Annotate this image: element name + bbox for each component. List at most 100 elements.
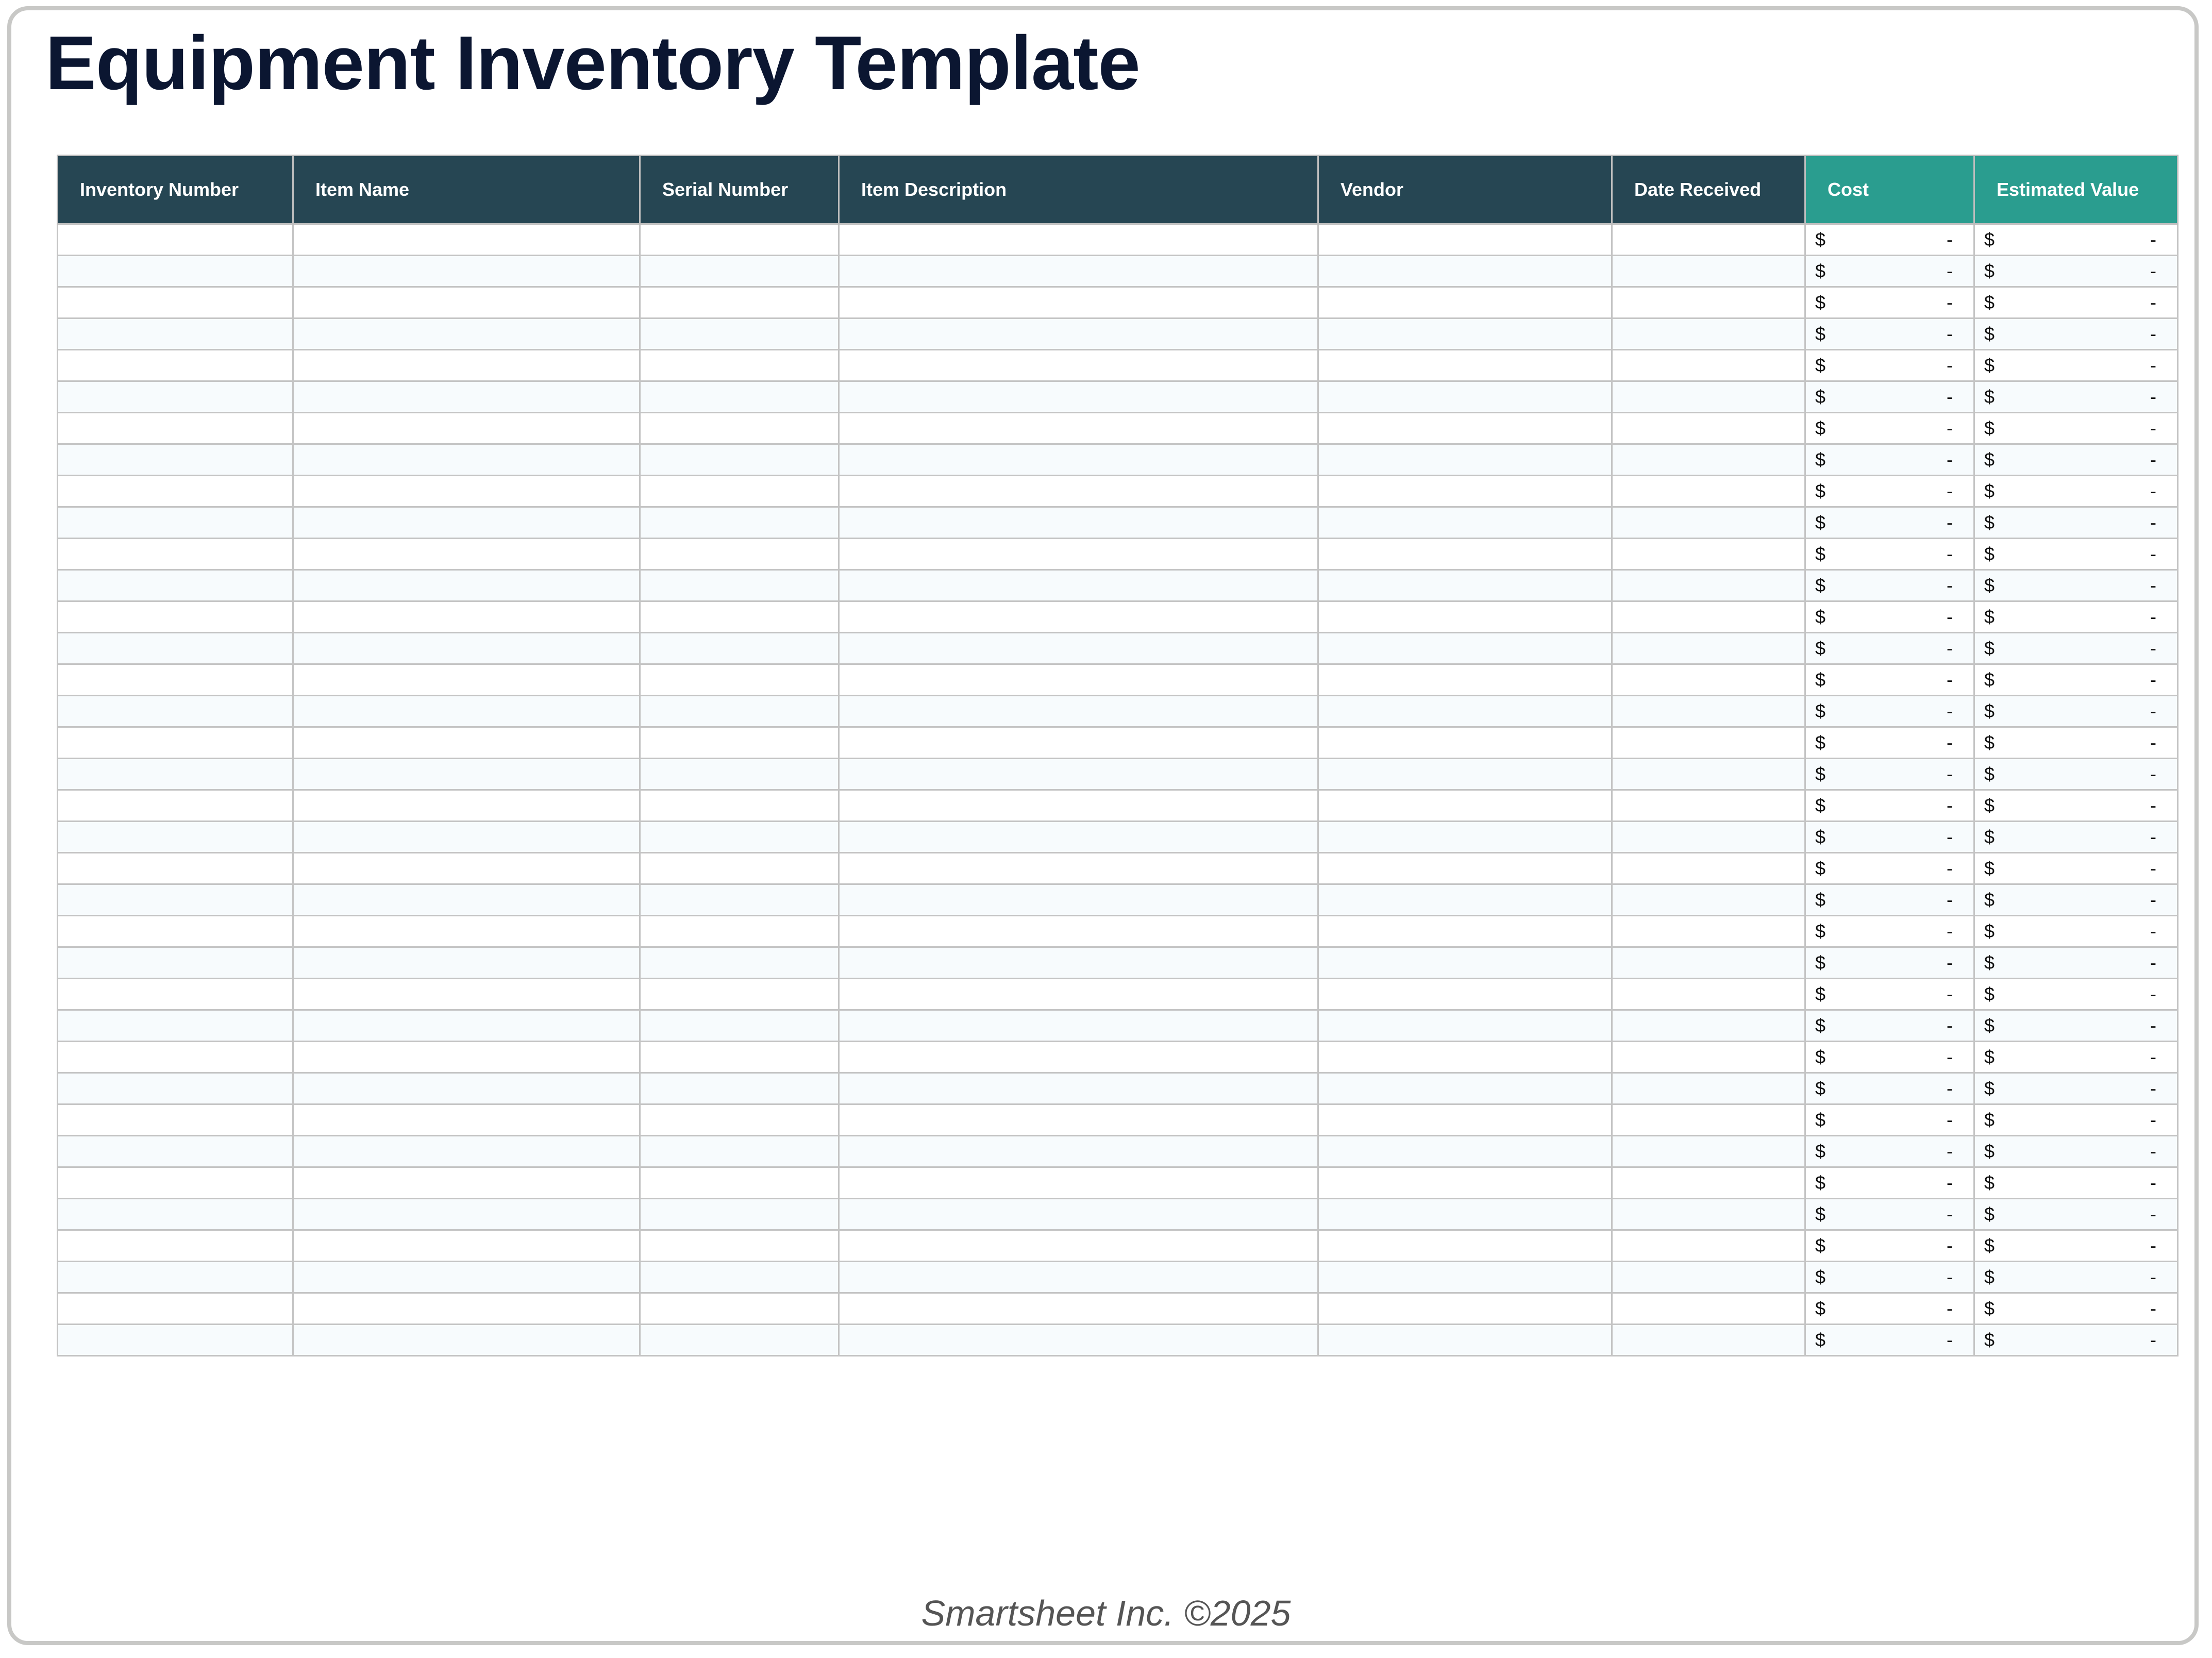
cell-estimated-value[interactable]: $ - [1973, 915, 2179, 948]
cell-cost[interactable]: $ - [1804, 255, 1975, 288]
cell-serial-number[interactable] [639, 915, 840, 948]
cell-item-description[interactable] [838, 506, 1319, 539]
cell-estimated-value[interactable]: $ - [1973, 317, 2179, 350]
cell-cost[interactable]: $ - [1804, 412, 1975, 445]
cell-item-description[interactable] [838, 443, 1319, 476]
cell-cost[interactable]: $ - [1804, 978, 1975, 1011]
cell-inventory-number[interactable] [57, 538, 294, 571]
cell-item-name[interactable] [292, 695, 641, 728]
cell-serial-number[interactable] [639, 1229, 840, 1262]
cell-item-description[interactable] [838, 1261, 1319, 1294]
cell-date-received[interactable] [1611, 1324, 1806, 1356]
cell-inventory-number[interactable] [57, 789, 294, 822]
cell-item-description[interactable] [838, 1072, 1319, 1105]
cell-cost[interactable]: $ - [1804, 695, 1975, 728]
cell-date-received[interactable] [1611, 349, 1806, 382]
cell-cost[interactable]: $ - [1804, 1198, 1975, 1231]
cell-item-name[interactable] [292, 1103, 641, 1136]
cell-item-description[interactable] [838, 1041, 1319, 1074]
cell-vendor[interactable] [1317, 1072, 1613, 1105]
cell-serial-number[interactable] [639, 475, 840, 508]
cell-serial-number[interactable] [639, 946, 840, 979]
cell-estimated-value[interactable]: $ - [1973, 475, 2179, 508]
cell-date-received[interactable] [1611, 1166, 1806, 1199]
cell-vendor[interactable] [1317, 1198, 1613, 1231]
cell-date-received[interactable] [1611, 1009, 1806, 1042]
cell-vendor[interactable] [1317, 1009, 1613, 1042]
cell-item-description[interactable] [838, 820, 1319, 853]
cell-item-description[interactable] [838, 600, 1319, 633]
cell-estimated-value[interactable]: $ - [1973, 695, 2179, 728]
cell-vendor[interactable] [1317, 569, 1613, 602]
cell-item-name[interactable] [292, 255, 641, 288]
cell-item-name[interactable] [292, 1166, 641, 1199]
cell-cost[interactable]: $ - [1804, 852, 1975, 885]
cell-cost[interactable]: $ - [1804, 1229, 1975, 1262]
cell-date-received[interactable] [1611, 286, 1806, 319]
cell-date-received[interactable] [1611, 726, 1806, 759]
cell-serial-number[interactable] [639, 663, 840, 696]
cell-date-received[interactable] [1611, 663, 1806, 696]
cell-estimated-value[interactable]: $ - [1973, 789, 2179, 822]
cell-date-received[interactable] [1611, 1103, 1806, 1136]
cell-item-description[interactable] [838, 412, 1319, 445]
cell-date-received[interactable] [1611, 1261, 1806, 1294]
cell-inventory-number[interactable] [57, 663, 294, 696]
cell-item-description[interactable] [838, 632, 1319, 665]
cell-item-description[interactable] [838, 1229, 1319, 1262]
cell-inventory-number[interactable] [57, 978, 294, 1011]
cell-inventory-number[interactable] [57, 317, 294, 350]
cell-date-received[interactable] [1611, 317, 1806, 350]
cell-cost[interactable]: $ - [1804, 475, 1975, 508]
cell-cost[interactable]: $ - [1804, 1135, 1975, 1168]
cell-estimated-value[interactable]: $ - [1973, 255, 2179, 288]
cell-item-name[interactable] [292, 1135, 641, 1168]
cell-estimated-value[interactable]: $ - [1973, 758, 2179, 791]
cell-inventory-number[interactable] [57, 380, 294, 413]
cell-item-name[interactable] [292, 726, 641, 759]
cell-item-description[interactable] [838, 223, 1319, 256]
cell-estimated-value[interactable]: $ - [1973, 726, 2179, 759]
cell-estimated-value[interactable]: $ - [1973, 1103, 2179, 1136]
cell-date-received[interactable] [1611, 915, 1806, 948]
cell-serial-number[interactable] [639, 380, 840, 413]
cell-serial-number[interactable] [639, 820, 840, 853]
cell-cost[interactable]: $ - [1804, 946, 1975, 979]
cell-inventory-number[interactable] [57, 883, 294, 916]
cell-inventory-number[interactable] [57, 569, 294, 602]
cell-serial-number[interactable] [639, 317, 840, 350]
cell-vendor[interactable] [1317, 883, 1613, 916]
cell-date-received[interactable] [1611, 946, 1806, 979]
cell-item-description[interactable] [838, 852, 1319, 885]
cell-vendor[interactable] [1317, 475, 1613, 508]
cell-serial-number[interactable] [639, 443, 840, 476]
cell-date-received[interactable] [1611, 506, 1806, 539]
cell-vendor[interactable] [1317, 600, 1613, 633]
cell-estimated-value[interactable]: $ - [1973, 1292, 2179, 1325]
cell-inventory-number[interactable] [57, 852, 294, 885]
cell-vendor[interactable] [1317, 946, 1613, 979]
cell-cost[interactable]: $ - [1804, 317, 1975, 350]
cell-inventory-number[interactable] [57, 600, 294, 633]
cell-inventory-number[interactable] [57, 1229, 294, 1262]
cell-item-description[interactable] [838, 1198, 1319, 1231]
cell-item-name[interactable] [292, 1072, 641, 1105]
cell-date-received[interactable] [1611, 758, 1806, 791]
cell-cost[interactable]: $ - [1804, 538, 1975, 571]
cell-item-name[interactable] [292, 317, 641, 350]
cell-item-name[interactable] [292, 1041, 641, 1074]
cell-item-description[interactable] [838, 1166, 1319, 1199]
cell-estimated-value[interactable]: $ - [1973, 380, 2179, 413]
cell-cost[interactable]: $ - [1804, 1166, 1975, 1199]
cell-vendor[interactable] [1317, 915, 1613, 948]
cell-inventory-number[interactable] [57, 255, 294, 288]
cell-item-name[interactable] [292, 1292, 641, 1325]
cell-item-name[interactable] [292, 1229, 641, 1262]
cell-serial-number[interactable] [639, 286, 840, 319]
cell-vendor[interactable] [1317, 978, 1613, 1011]
cell-serial-number[interactable] [639, 223, 840, 256]
cell-serial-number[interactable] [639, 1041, 840, 1074]
cell-date-received[interactable] [1611, 380, 1806, 413]
cell-date-received[interactable] [1611, 538, 1806, 571]
cell-date-received[interactable] [1611, 475, 1806, 508]
